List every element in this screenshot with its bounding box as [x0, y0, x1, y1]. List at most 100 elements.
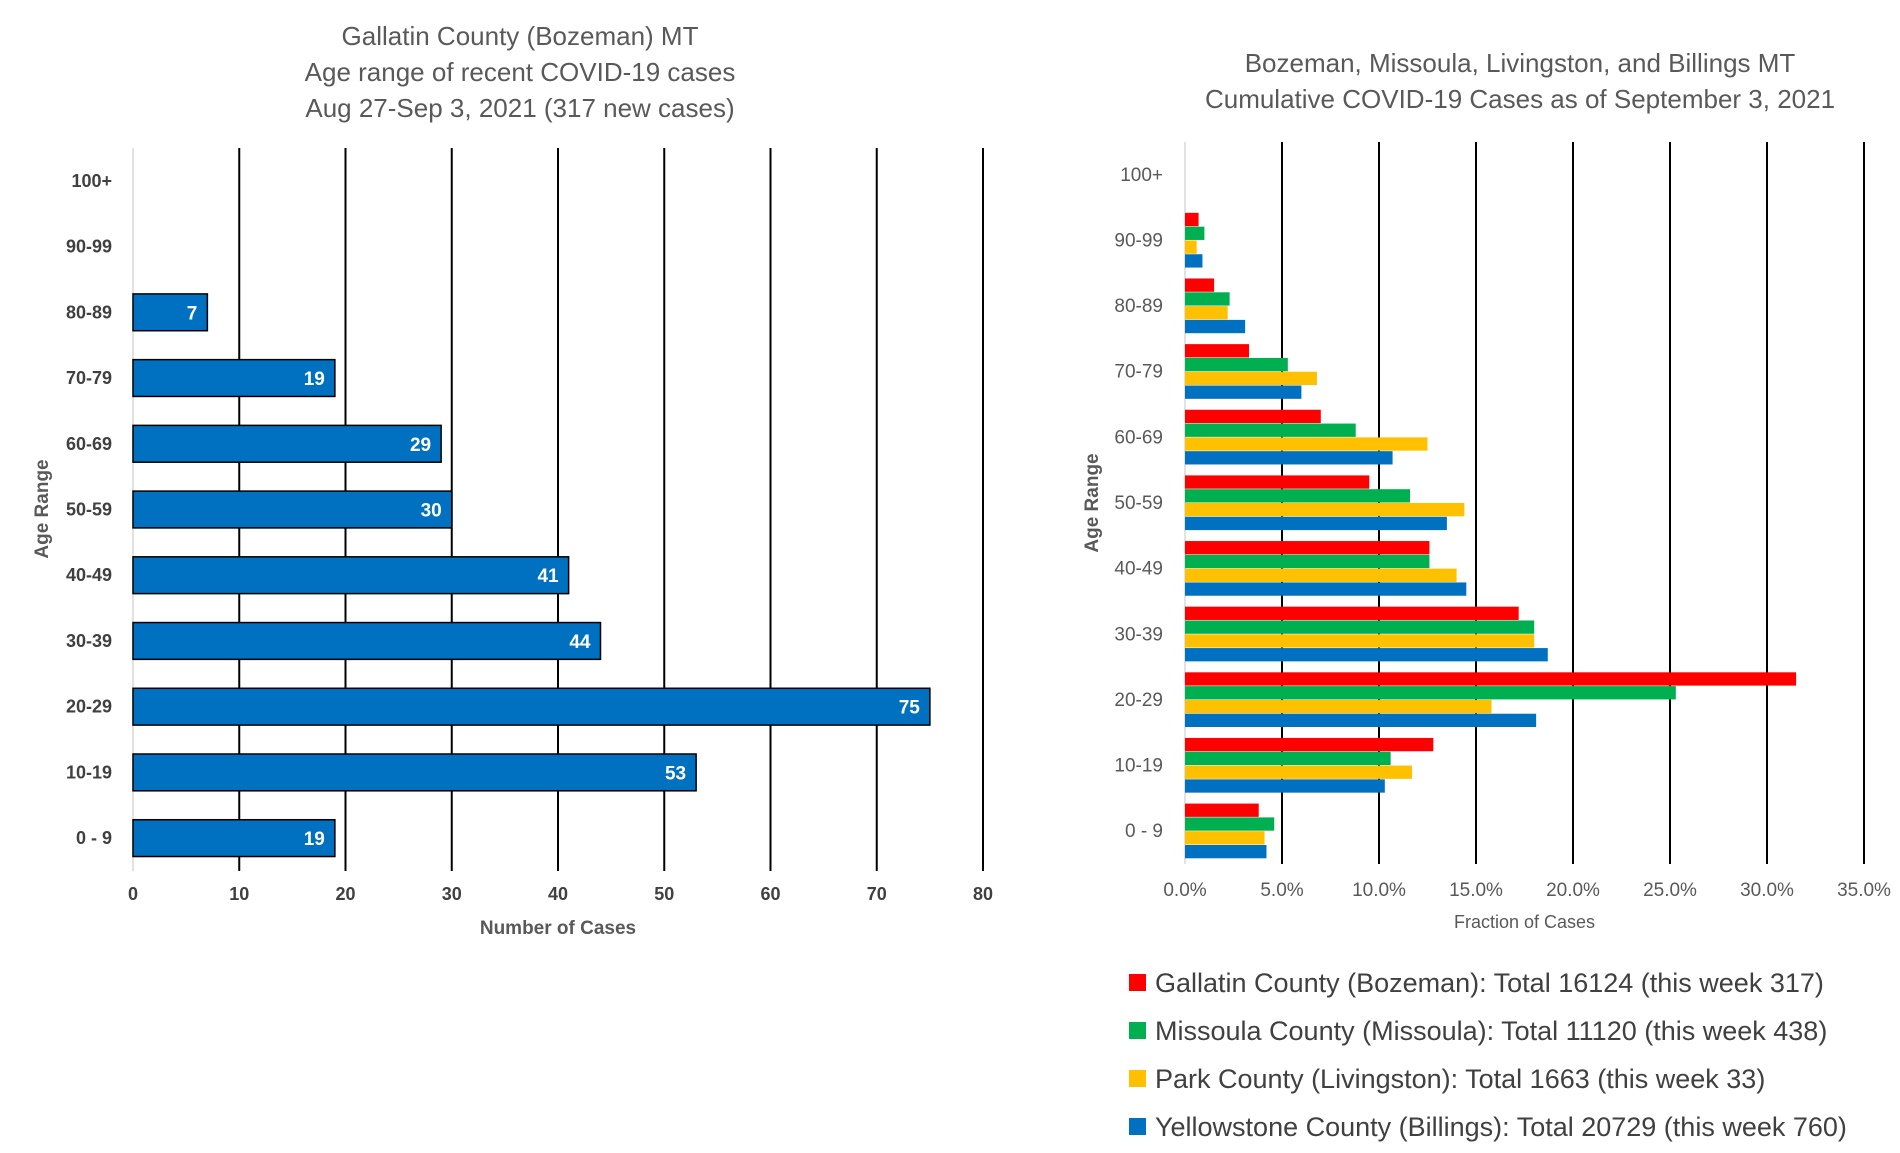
bar-data-label: 30 — [421, 501, 442, 522]
y-tick-label: 70-79 — [1114, 362, 1163, 383]
bar-data-label: 19 — [304, 369, 325, 390]
bar-series-3 — [1185, 437, 1428, 451]
bar-series-3 — [1185, 568, 1457, 582]
bar-series-4 — [1185, 582, 1467, 596]
bar-series-4 — [1185, 451, 1393, 465]
y-tick-label: 0 - 9 — [76, 828, 112, 848]
bar — [132, 818, 336, 858]
bar-series-2 — [1185, 357, 1288, 372]
x-tick-label: 10 — [229, 884, 249, 904]
bar-series-1 — [1185, 278, 1215, 292]
bar-data-label: 7 — [187, 303, 198, 324]
legend-swatch — [1129, 1070, 1146, 1087]
chart-title-line-2: Cumulative COVID-19 Cases as of Septembe… — [1205, 84, 1835, 114]
bar — [132, 293, 209, 332]
y-tick-label: 60-69 — [66, 434, 112, 454]
legend-label: Gallatin County (Bozeman): Total 16124 (… — [1155, 968, 1824, 998]
x-tick-label: 0 — [128, 884, 138, 904]
bar-series-1 — [1185, 344, 1250, 358]
bar-series-2 — [1185, 751, 1391, 766]
x-tick-label: 60 — [760, 884, 780, 904]
bar-series-2 — [1185, 423, 1356, 437]
y-tick-label: 10-19 — [1114, 756, 1163, 777]
bar-series-2 — [1185, 554, 1430, 569]
chart-title-line-1: Bozeman, Missoula, Livingston, and Billi… — [1245, 48, 1796, 78]
bar-series-4 — [1185, 319, 1246, 334]
bar-series-1 — [1185, 672, 1797, 686]
legend-label: Missoula County (Missoula): Total 11120 … — [1155, 1016, 1827, 1046]
bar — [132, 753, 697, 792]
y-tick-label: 50-59 — [66, 500, 112, 520]
x-tick-label: 50 — [654, 884, 674, 904]
bar-series-2 — [1185, 620, 1535, 634]
x-axis-title: Number of Cases — [480, 918, 636, 939]
bar-series-1 — [1185, 475, 1370, 489]
chart-title-line-1: Gallatin County (Bozeman) MT — [342, 21, 699, 51]
chart-title-line-3: Aug 27-Sep 3, 2021 (317 new cases) — [305, 93, 734, 123]
bar-series-3 — [1185, 699, 1492, 714]
y-tick-label: 80-89 — [1114, 296, 1163, 317]
bar-series-2 — [1185, 226, 1205, 240]
bar-series-3 — [1185, 240, 1197, 254]
y-tick-label: 70-79 — [66, 368, 112, 388]
bar-series-3 — [1185, 503, 1465, 517]
bar-series-4 — [1185, 648, 1548, 662]
bar-series-2 — [1185, 489, 1411, 503]
x-tick-label: 25.0% — [1643, 880, 1697, 901]
bar — [132, 687, 931, 726]
y-axis-title: Age Range — [32, 459, 53, 558]
bar — [132, 490, 453, 529]
bar-series-2 — [1185, 686, 1676, 700]
bar-series-1 — [1185, 737, 1434, 752]
bar-series-1 — [1185, 409, 1321, 424]
y-tick-label: 10-19 — [66, 762, 112, 782]
bar-series-3 — [1185, 765, 1412, 779]
bar-data-label: 53 — [665, 763, 686, 784]
y-tick-label: 60-69 — [1114, 427, 1163, 448]
y-tick-label: 100+ — [71, 171, 112, 191]
y-tick-label: 30-39 — [1114, 624, 1163, 645]
y-tick-label: 40-49 — [66, 565, 112, 585]
y-tick-label: 0 - 9 — [1125, 821, 1163, 842]
bar-data-label: 41 — [537, 566, 559, 587]
bar-series-2 — [1185, 292, 1230, 306]
bar-series-1 — [1185, 803, 1259, 817]
bar-data-label: 19 — [304, 829, 325, 850]
x-tick-label: 70 — [867, 884, 887, 904]
legend-swatch — [1129, 1118, 1146, 1135]
bar-series-3 — [1185, 831, 1265, 845]
x-tick-label: 35.0% — [1837, 880, 1891, 901]
y-tick-label: 50-59 — [1114, 493, 1163, 514]
bar — [132, 621, 602, 661]
bar-series-1 — [1185, 212, 1199, 227]
y-tick-label: 100+ — [1120, 165, 1163, 186]
cumulative-cases-grouped-bar-chart: Bozeman, Missoula, Livingston, and Billi… — [1082, 48, 1891, 1142]
legend-swatch — [1129, 1022, 1146, 1039]
bar-data-label: 44 — [569, 632, 591, 653]
x-tick-label: 20 — [335, 884, 355, 904]
bar-series-4 — [1185, 844, 1267, 859]
x-tick-label: 80 — [973, 884, 993, 904]
bar-series-4 — [1185, 516, 1447, 531]
y-axis-title: Age Range — [1082, 453, 1103, 552]
x-tick-label: 30.0% — [1740, 880, 1794, 901]
y-tick-label: 20-29 — [1114, 690, 1163, 711]
bar-data-label: 29 — [410, 435, 431, 456]
y-tick-label: 90-99 — [1114, 230, 1163, 251]
bar — [132, 556, 570, 595]
x-tick-label: 10.0% — [1352, 880, 1406, 901]
x-tick-label: 20.0% — [1546, 880, 1600, 901]
chart-title-line-2: Age range of recent COVID-19 cases — [305, 57, 736, 87]
y-tick-label: 40-49 — [1114, 559, 1163, 580]
bar-series-3 — [1185, 371, 1317, 386]
bar-data-label: 75 — [899, 698, 921, 719]
bar-series-3 — [1185, 634, 1535, 648]
age-range-bar-chart: Gallatin County (Bozeman) MT Age range of… — [32, 21, 993, 939]
bar-series-1 — [1185, 606, 1519, 620]
x-axis-title: Fraction of Cases — [1454, 912, 1595, 932]
x-tick-label: 5.0% — [1260, 880, 1303, 901]
legend-label: Yellowstone County (Billings): Total 207… — [1155, 1112, 1847, 1142]
bar-series-1 — [1185, 541, 1430, 555]
bar-series-4 — [1185, 713, 1537, 728]
bar-series-4 — [1185, 779, 1385, 793]
